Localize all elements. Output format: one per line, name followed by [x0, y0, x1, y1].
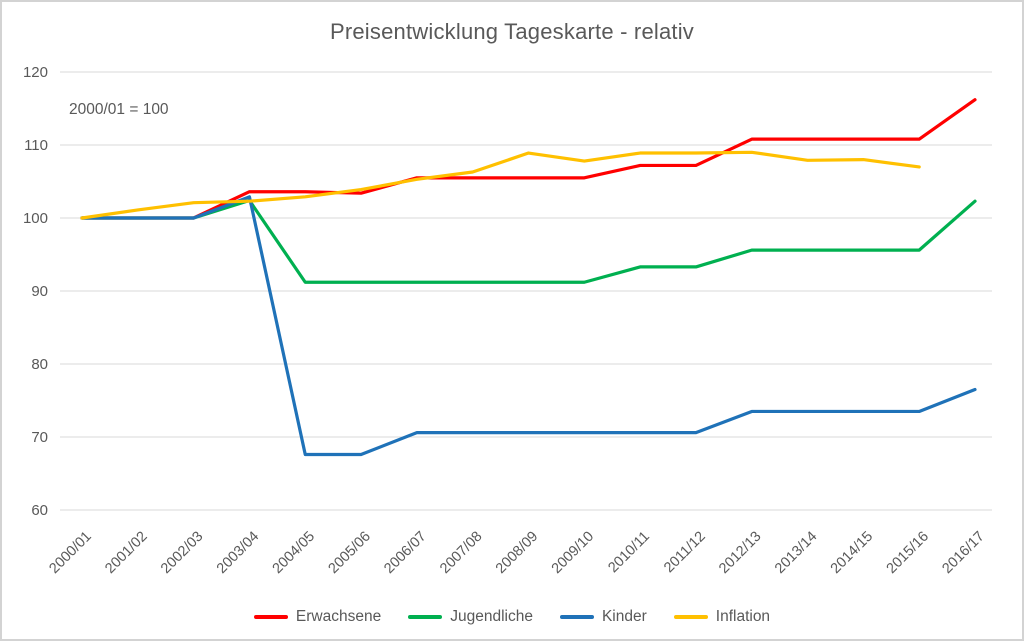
y-axis-tick-label: 90	[31, 283, 48, 300]
y-axis-tick-label: 60	[31, 502, 48, 519]
series-line-kinder	[80, 195, 977, 457]
x-axis-tick-label: 2016/17	[939, 529, 987, 577]
x-axis-tick-label: 2005/06	[326, 529, 374, 577]
x-axis-tick-label: 2013/14	[772, 529, 820, 577]
x-axis-tick-label: 2012/13	[716, 529, 764, 577]
x-axis-tick-label: 2006/07	[381, 529, 429, 577]
y-axis-tick-label: 110	[24, 137, 48, 154]
x-axis-tick-label: 2003/04	[214, 529, 262, 577]
line-swatch-inflation	[673, 615, 708, 619]
x-axis-tick-label: 2002/03	[158, 529, 206, 577]
legend-item-erwachsene[interactable]: Erwachsene	[253, 608, 382, 626]
legend: Erwachsene Jugendliche Kinder Inflation	[2, 608, 1022, 626]
legend-label-inflation: Inflation	[715, 608, 771, 625]
y-axis-tick-label: 100	[23, 210, 48, 227]
x-axis-tick-label: 2010/11	[605, 529, 653, 577]
legend-label-erwachsene: Erwachsene	[295, 608, 382, 625]
legend-item-inflation[interactable]: Inflation	[673, 608, 771, 626]
chart-title: Preisentwicklung Tageskarte - relativ	[329, 19, 695, 44]
series-line-jugendliche	[80, 198, 977, 284]
y-axis-tick-label: 120	[23, 64, 48, 81]
x-axis-tick-label: 2001/02	[102, 529, 150, 577]
x-axis-tick-label: 2015/16	[884, 529, 932, 577]
line-swatch-erwachsene	[253, 615, 288, 619]
line-swatch-jugendliche	[408, 615, 443, 619]
y-axis-tick-label: 80	[31, 356, 48, 373]
x-axis-tick-label: 2007/08	[437, 529, 485, 577]
legend-label-kinder: Kinder	[601, 608, 647, 625]
x-axis-tick-label: 2009/10	[549, 529, 597, 577]
series-line-inflation	[80, 150, 921, 220]
axis-base-note: 2000/01 = 100	[69, 101, 169, 118]
x-axis-tick-label: 2014/15	[828, 529, 876, 577]
legend-label-jugendliche: Jugendliche	[450, 608, 533, 625]
y-axis-tick-label: 70	[31, 429, 48, 446]
legend-item-kinder[interactable]: Kinder	[559, 608, 647, 626]
line-swatch-kinder	[559, 615, 594, 619]
x-axis-tick-label: 2004/05	[270, 529, 318, 577]
x-axis-tick-label: 2011/12	[661, 529, 709, 577]
legend-item-jugendliche[interactable]: Jugendliche	[408, 608, 533, 626]
x-axis-tick-label: 2000/01	[46, 529, 94, 577]
x-axis-tick-label: 2008/09	[493, 529, 541, 577]
